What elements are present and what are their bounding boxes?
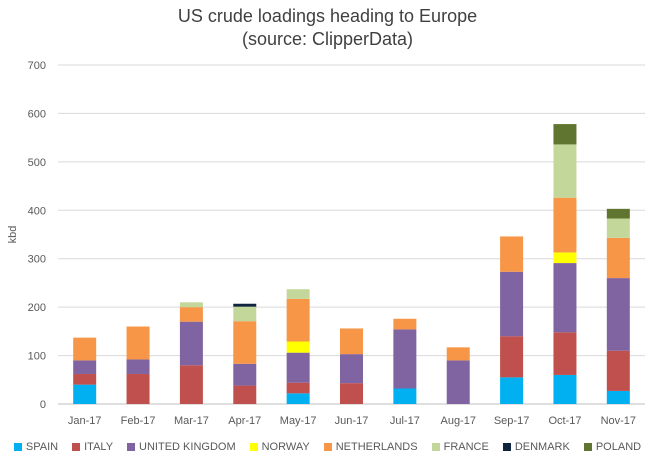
legend-label: UNITED KINGDOM [139, 441, 236, 453]
chart-legend: SPAIN ITALY UNITED KINGDOM NORWAY NETHERLAND… [0, 438, 655, 456]
bar-may-17-spain [286, 393, 310, 404]
bar-jul-17-united-kingdom [393, 329, 417, 389]
chart-subtitle: (source: ClipperData) [241, 29, 414, 49]
bar-feb-17-netherlands [126, 326, 150, 360]
x-tick-label-4: May-17 [280, 415, 317, 427]
bar-nov-17-italy [606, 350, 630, 391]
chart-title: US crude loadings heading to Europe [177, 6, 478, 26]
x-tick-label-5: Jun-17 [335, 415, 369, 427]
x-tick-label-6: Jul-17 [390, 415, 420, 427]
bar-may-17-netherlands [286, 298, 310, 342]
legend-item-united-kingdom: UNITED KINGDOM [127, 438, 236, 456]
legend-label: SPAIN [25, 441, 59, 453]
bar-mar-17-italy [179, 365, 203, 404]
legend-item-france: FRANCE [431, 438, 489, 456]
bar-oct-17-france [553, 144, 577, 198]
y-tick-label-1: 100 [28, 351, 46, 363]
bar-oct-17-norway [553, 252, 577, 264]
bar-mar-17-france [179, 302, 203, 308]
x-tick-label-10: Nov-17 [601, 415, 636, 427]
legend-label: DENMARK [514, 441, 570, 453]
y-tick-label-6: 600 [28, 108, 46, 120]
x-tick-label-3: Apr-17 [228, 415, 261, 427]
bar-may-17-united-kingdom [286, 352, 310, 383]
bar-jan-17-netherlands [73, 337, 97, 361]
x-tick-label-2: Mar-17 [174, 415, 209, 427]
y-tick-label-3: 300 [28, 254, 46, 266]
bar-may-17-norway [286, 341, 310, 353]
bar-jan-17-italy [73, 373, 97, 385]
bar-jun-17-italy [340, 383, 363, 404]
bar-nov-17-spain [606, 390, 630, 404]
y-axis-label: kbd [7, 226, 19, 244]
legend-label: FRANCE [443, 441, 489, 453]
bar-aug-17-netherlands [446, 347, 470, 361]
legend-item-netherlands: NETHERLANDS [323, 438, 418, 456]
legend-label: ITALY [84, 441, 114, 453]
bar-nov-17-united-kingdom [606, 278, 630, 351]
legend-swatch [72, 443, 81, 451]
x-tick-label-0: Jan-17 [68, 415, 102, 427]
bar-aug-17-united-kingdom [446, 360, 470, 404]
bar-sep-17-italy [500, 336, 524, 378]
legend-label: NORWAY [261, 441, 310, 453]
bar-oct-17-netherlands [553, 197, 577, 253]
x-tick-label-1: Feb-17 [121, 415, 156, 427]
bar-may-17-italy [286, 382, 310, 394]
y-tick-label-0: 0 [40, 399, 46, 411]
y-tick-label-7: 700 [28, 60, 46, 72]
legend-item-poland: POLAND [583, 438, 642, 456]
bar-oct-17-italy [553, 332, 577, 375]
bar-jun-17-united-kingdom [340, 354, 363, 384]
legend-swatch [249, 443, 258, 451]
bar-nov-17-poland [606, 208, 630, 219]
legend-swatch [13, 443, 22, 451]
bar-may-17-france [286, 289, 310, 299]
bar-jul-17-netherlands [393, 318, 417, 330]
legend-item-italy: ITALY [72, 438, 113, 456]
bar-sep-17-spain [500, 377, 524, 404]
bar-apr-17-united-kingdom [233, 363, 257, 386]
legend-item-denmark: DENMARK [502, 438, 570, 456]
x-tick-label-7: Aug-17 [440, 415, 475, 427]
legend-label: POLAND [595, 441, 642, 453]
bar-oct-17-spain [553, 374, 577, 404]
bar-mar-17-netherlands [179, 307, 203, 322]
bar-apr-17-france [233, 306, 257, 322]
bar-sep-17-netherlands [500, 236, 524, 272]
bar-oct-17-poland [553, 124, 577, 145]
bar-feb-17-united-kingdom [126, 359, 150, 374]
y-tick-label-2: 200 [28, 302, 46, 314]
y-tick-label-5: 500 [28, 157, 46, 169]
bar-nov-17-netherlands [606, 237, 630, 279]
bar-jan-17-spain [73, 384, 97, 404]
x-tick-label-8: Sep-17 [494, 415, 529, 427]
legend-swatch [323, 443, 332, 451]
bar-mar-17-united-kingdom [179, 321, 203, 366]
bar-jan-17-united-kingdom [73, 360, 97, 374]
bar-sep-17-united-kingdom [500, 271, 524, 337]
bar-apr-17-italy [233, 385, 257, 404]
legend-swatch [127, 443, 136, 451]
legend-swatch [502, 443, 511, 451]
bar-nov-17-france [606, 218, 630, 238]
y-tick-label-4: 400 [28, 205, 46, 217]
bar-jun-17-netherlands [340, 328, 363, 355]
legend-label: NETHERLANDS [335, 441, 418, 453]
x-tick-label-9: Oct-17 [548, 415, 581, 427]
bar-oct-17-united-kingdom [553, 263, 577, 333]
legend-swatch [583, 443, 592, 451]
bar-feb-17-italy [126, 373, 150, 404]
bar-jul-17-spain [393, 388, 417, 404]
legend-item-norway: NORWAY [249, 438, 310, 456]
legend-swatch [431, 443, 440, 451]
bar-apr-17-netherlands [233, 321, 257, 364]
bar-apr-17-denmark [233, 303, 257, 307]
legend-item-spain: SPAIN [13, 438, 59, 456]
